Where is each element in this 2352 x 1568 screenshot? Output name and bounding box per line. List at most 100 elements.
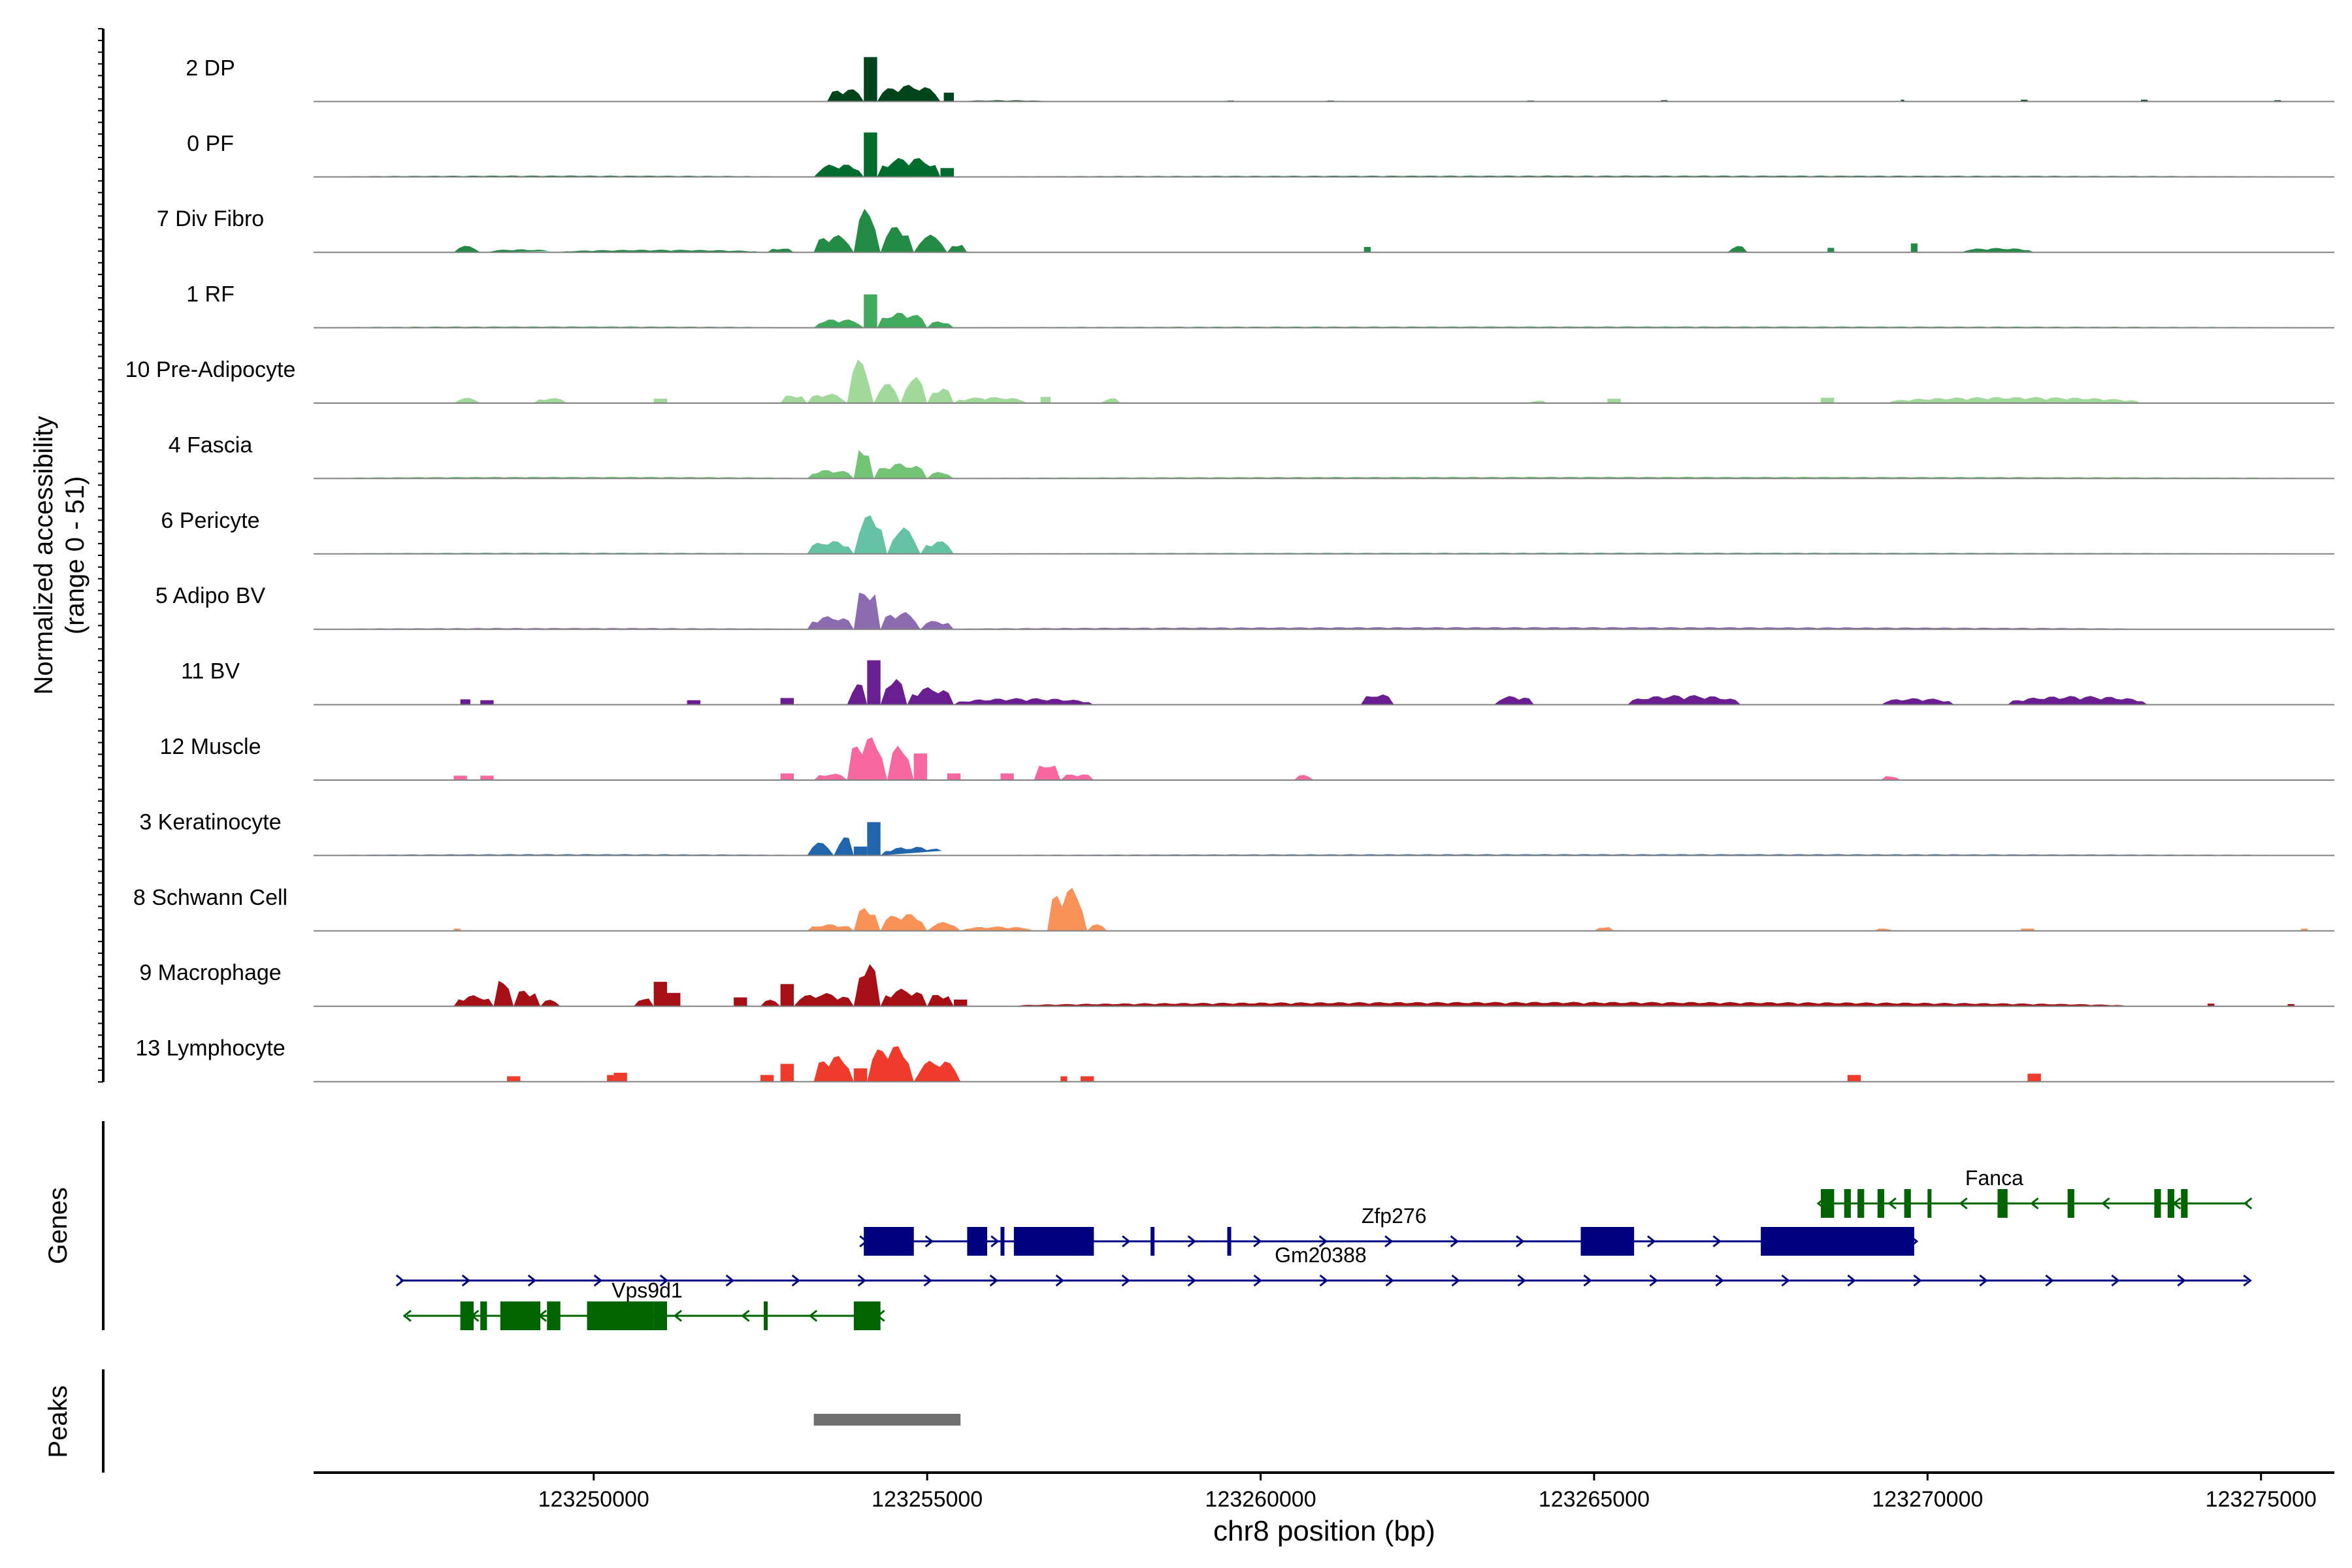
coverage-peak bbox=[807, 541, 854, 554]
coverage-peak bbox=[853, 964, 881, 1007]
strand-arrow bbox=[1253, 1235, 1262, 1248]
coverage-peak bbox=[1821, 397, 1835, 403]
strand-arrow bbox=[2243, 1274, 2252, 1287]
coverage-peak bbox=[813, 774, 847, 780]
gene-exon bbox=[864, 1227, 914, 1256]
gene-label: Vps9d1 bbox=[612, 1279, 683, 1302]
coverage-peak bbox=[1494, 696, 1534, 705]
coverage-peak bbox=[607, 1075, 614, 1082]
coverage-peak bbox=[907, 687, 954, 705]
coverage-peak bbox=[1087, 924, 1107, 931]
coverage-peak bbox=[1827, 248, 1835, 253]
track-label: 12 Muscle bbox=[160, 734, 261, 759]
coverage-peak bbox=[913, 753, 928, 780]
coverage-peak bbox=[954, 397, 1028, 403]
strand-arrow bbox=[1959, 1197, 1968, 1210]
coverage-peak bbox=[1607, 399, 1621, 403]
gene-exon bbox=[480, 1301, 487, 1330]
track-6-pericyte: 6 Pericyte bbox=[161, 508, 2334, 555]
x-axis-tick-label: 123270000 bbox=[1872, 1487, 1983, 1512]
gene-label: Gm20388 bbox=[1275, 1243, 1367, 1267]
gene-label: Zfp276 bbox=[1362, 1204, 1427, 1228]
track-3-keratinocyte: 3 Keratinocyte bbox=[139, 809, 2334, 857]
coverage-peak bbox=[864, 294, 877, 328]
coverage-peak bbox=[813, 319, 864, 328]
gene-exon bbox=[1000, 1227, 1005, 1256]
coverage-peak bbox=[920, 541, 954, 554]
coverage-peak bbox=[834, 837, 854, 856]
coverage-peak bbox=[667, 992, 681, 1007]
coverage-peak bbox=[1060, 774, 1094, 780]
gene-exon bbox=[1857, 1189, 1865, 1218]
coverage-peak bbox=[1364, 247, 1371, 253]
coverage-peak bbox=[887, 745, 914, 780]
coverage-peak bbox=[920, 621, 954, 630]
coverage-peak bbox=[1360, 694, 1394, 705]
coverage-peak bbox=[460, 699, 470, 705]
coverage-peak bbox=[874, 463, 928, 479]
strand-arrow bbox=[527, 1274, 537, 1287]
gene-label: Fanca bbox=[1965, 1166, 2023, 1190]
gene-exon bbox=[500, 1301, 541, 1330]
coverage-peak bbox=[887, 527, 921, 554]
gene-exon bbox=[587, 1301, 654, 1330]
track-label: 4 Fascia bbox=[169, 433, 253, 457]
coverage-peak bbox=[853, 449, 874, 479]
coverage-peak bbox=[2027, 1073, 2041, 1082]
track-2-dp: 2 DP bbox=[186, 56, 2334, 103]
coverage-peak bbox=[853, 515, 887, 554]
strand-arrow bbox=[1913, 1274, 1922, 1287]
coverage-peak bbox=[1910, 243, 1918, 253]
coverage-peak bbox=[767, 248, 794, 253]
coverage-peak bbox=[780, 698, 794, 705]
gene-exon bbox=[853, 1301, 881, 1330]
coverage-peak bbox=[453, 246, 481, 253]
gene-exon bbox=[2181, 1189, 2188, 1218]
coverage-peak bbox=[900, 376, 928, 403]
track-label: 0 PF bbox=[187, 131, 234, 156]
track-label: 8 Schwann Cell bbox=[133, 885, 287, 910]
coverage-peak bbox=[864, 132, 877, 177]
gene-exon bbox=[1580, 1227, 1635, 1256]
coverage-peak bbox=[453, 398, 481, 403]
y-axis-label: Normalized accessibility bbox=[29, 416, 58, 695]
coverage-peak bbox=[794, 992, 854, 1007]
coverage-peak bbox=[807, 616, 854, 630]
coverage-peak bbox=[880, 847, 942, 856]
x-axis-tick-label: 123250000 bbox=[538, 1487, 649, 1512]
strand-arrow bbox=[1318, 1235, 1328, 1248]
strand-arrow bbox=[1712, 1235, 1722, 1248]
coverage-peak bbox=[1847, 1075, 1861, 1082]
coverage-peak bbox=[847, 684, 868, 705]
gene-exon bbox=[1151, 1227, 1155, 1256]
coverage-peak bbox=[913, 1060, 961, 1082]
coverage-peak bbox=[813, 1056, 854, 1082]
gene-zfp276: Zfp276 bbox=[859, 1204, 1919, 1256]
coverage-peak bbox=[877, 312, 928, 328]
coverage-peak bbox=[634, 998, 654, 1007]
coverage-peak bbox=[687, 700, 701, 705]
coverage-peak bbox=[943, 92, 954, 102]
coverage-peak bbox=[864, 57, 877, 102]
strand-arrow bbox=[808, 1309, 818, 1322]
gene-exon bbox=[653, 1301, 668, 1330]
gene-exon bbox=[1761, 1227, 1914, 1256]
coverage-peak bbox=[853, 1068, 868, 1082]
coverage-peak bbox=[927, 472, 954, 479]
coverage-peak bbox=[867, 660, 881, 705]
strand-arrow bbox=[924, 1235, 934, 1248]
gene-exon bbox=[2154, 1189, 2161, 1218]
coverage-peak bbox=[877, 157, 941, 177]
strand-arrow bbox=[1781, 1274, 1790, 1287]
strand-arrow bbox=[1450, 1235, 1459, 1248]
gene-annotation-panel: Fanca Zfp276 Gm20388 Vps9d1 bbox=[395, 1166, 2253, 1330]
coverage-peak bbox=[1627, 694, 1741, 705]
coverage-peak bbox=[1034, 765, 1061, 780]
peaks-panel bbox=[813, 1414, 961, 1426]
coverage-peak bbox=[1060, 1076, 1068, 1082]
coverage-peak bbox=[453, 995, 494, 1007]
coverage-peak bbox=[940, 168, 954, 177]
coverage-peak bbox=[927, 388, 954, 403]
gene-exon bbox=[1844, 1189, 1851, 1218]
